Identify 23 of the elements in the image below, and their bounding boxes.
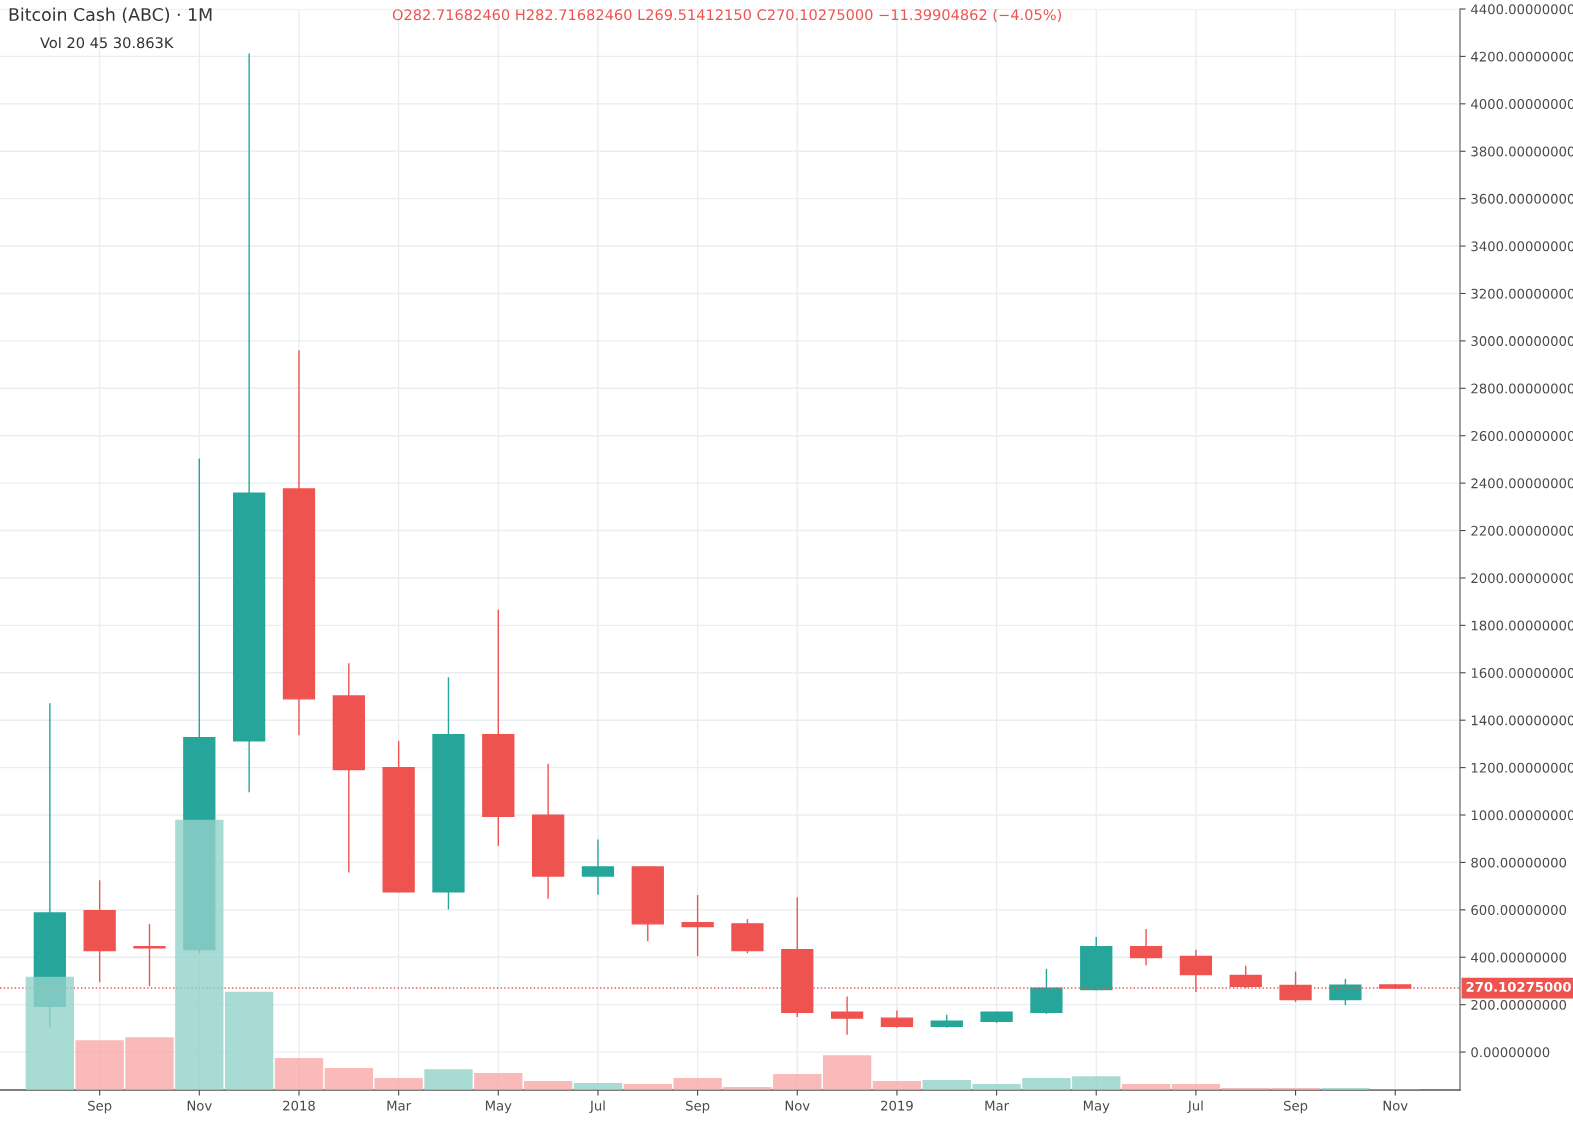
x-tick-label: Mar xyxy=(985,1100,1010,1111)
x-tick-label: Mar xyxy=(387,1100,412,1111)
x-tick-label: May xyxy=(485,1100,512,1114)
y-tick-label: 200.00000000 xyxy=(1471,999,1567,1010)
y-tick-label: 400.00000000 xyxy=(1471,952,1567,963)
y-tick-label: 800.00000000 xyxy=(1471,857,1567,868)
annotation: Vol 20 45 30.863K xyxy=(40,36,174,49)
x-tick-label: Jul xyxy=(1187,1100,1203,1114)
x-tick-label: Nov xyxy=(187,1100,212,1111)
x-tick-label: Sep xyxy=(1284,1100,1308,1114)
x-tick-label: Nov xyxy=(785,1100,810,1111)
x-tick-label: 2019 xyxy=(881,1100,913,1111)
y-tick-label: 600.00000000 xyxy=(1471,905,1567,916)
x-tick-label: 2018 xyxy=(283,1100,315,1111)
x-tick-label: Nov xyxy=(1383,1100,1408,1111)
chart-subtitle: O282.71682460 H282.71682460 L269.51412150 C270.10275000 −11.39904862 (−4.05%) xyxy=(392,8,1062,22)
chart-title: Bitcoin Cash (ABC) · 1M xyxy=(9,7,212,24)
x-tick-label: Jul xyxy=(589,1100,605,1114)
x-tick-label: Sep xyxy=(88,1100,112,1114)
x-tick-label: May xyxy=(1083,1100,1110,1114)
x-tick-label: Sep xyxy=(686,1100,710,1114)
y-tick-label: 0.00000000 xyxy=(1471,1047,1550,1058)
ref-line-label: 270.10275000 xyxy=(1466,981,1571,992)
